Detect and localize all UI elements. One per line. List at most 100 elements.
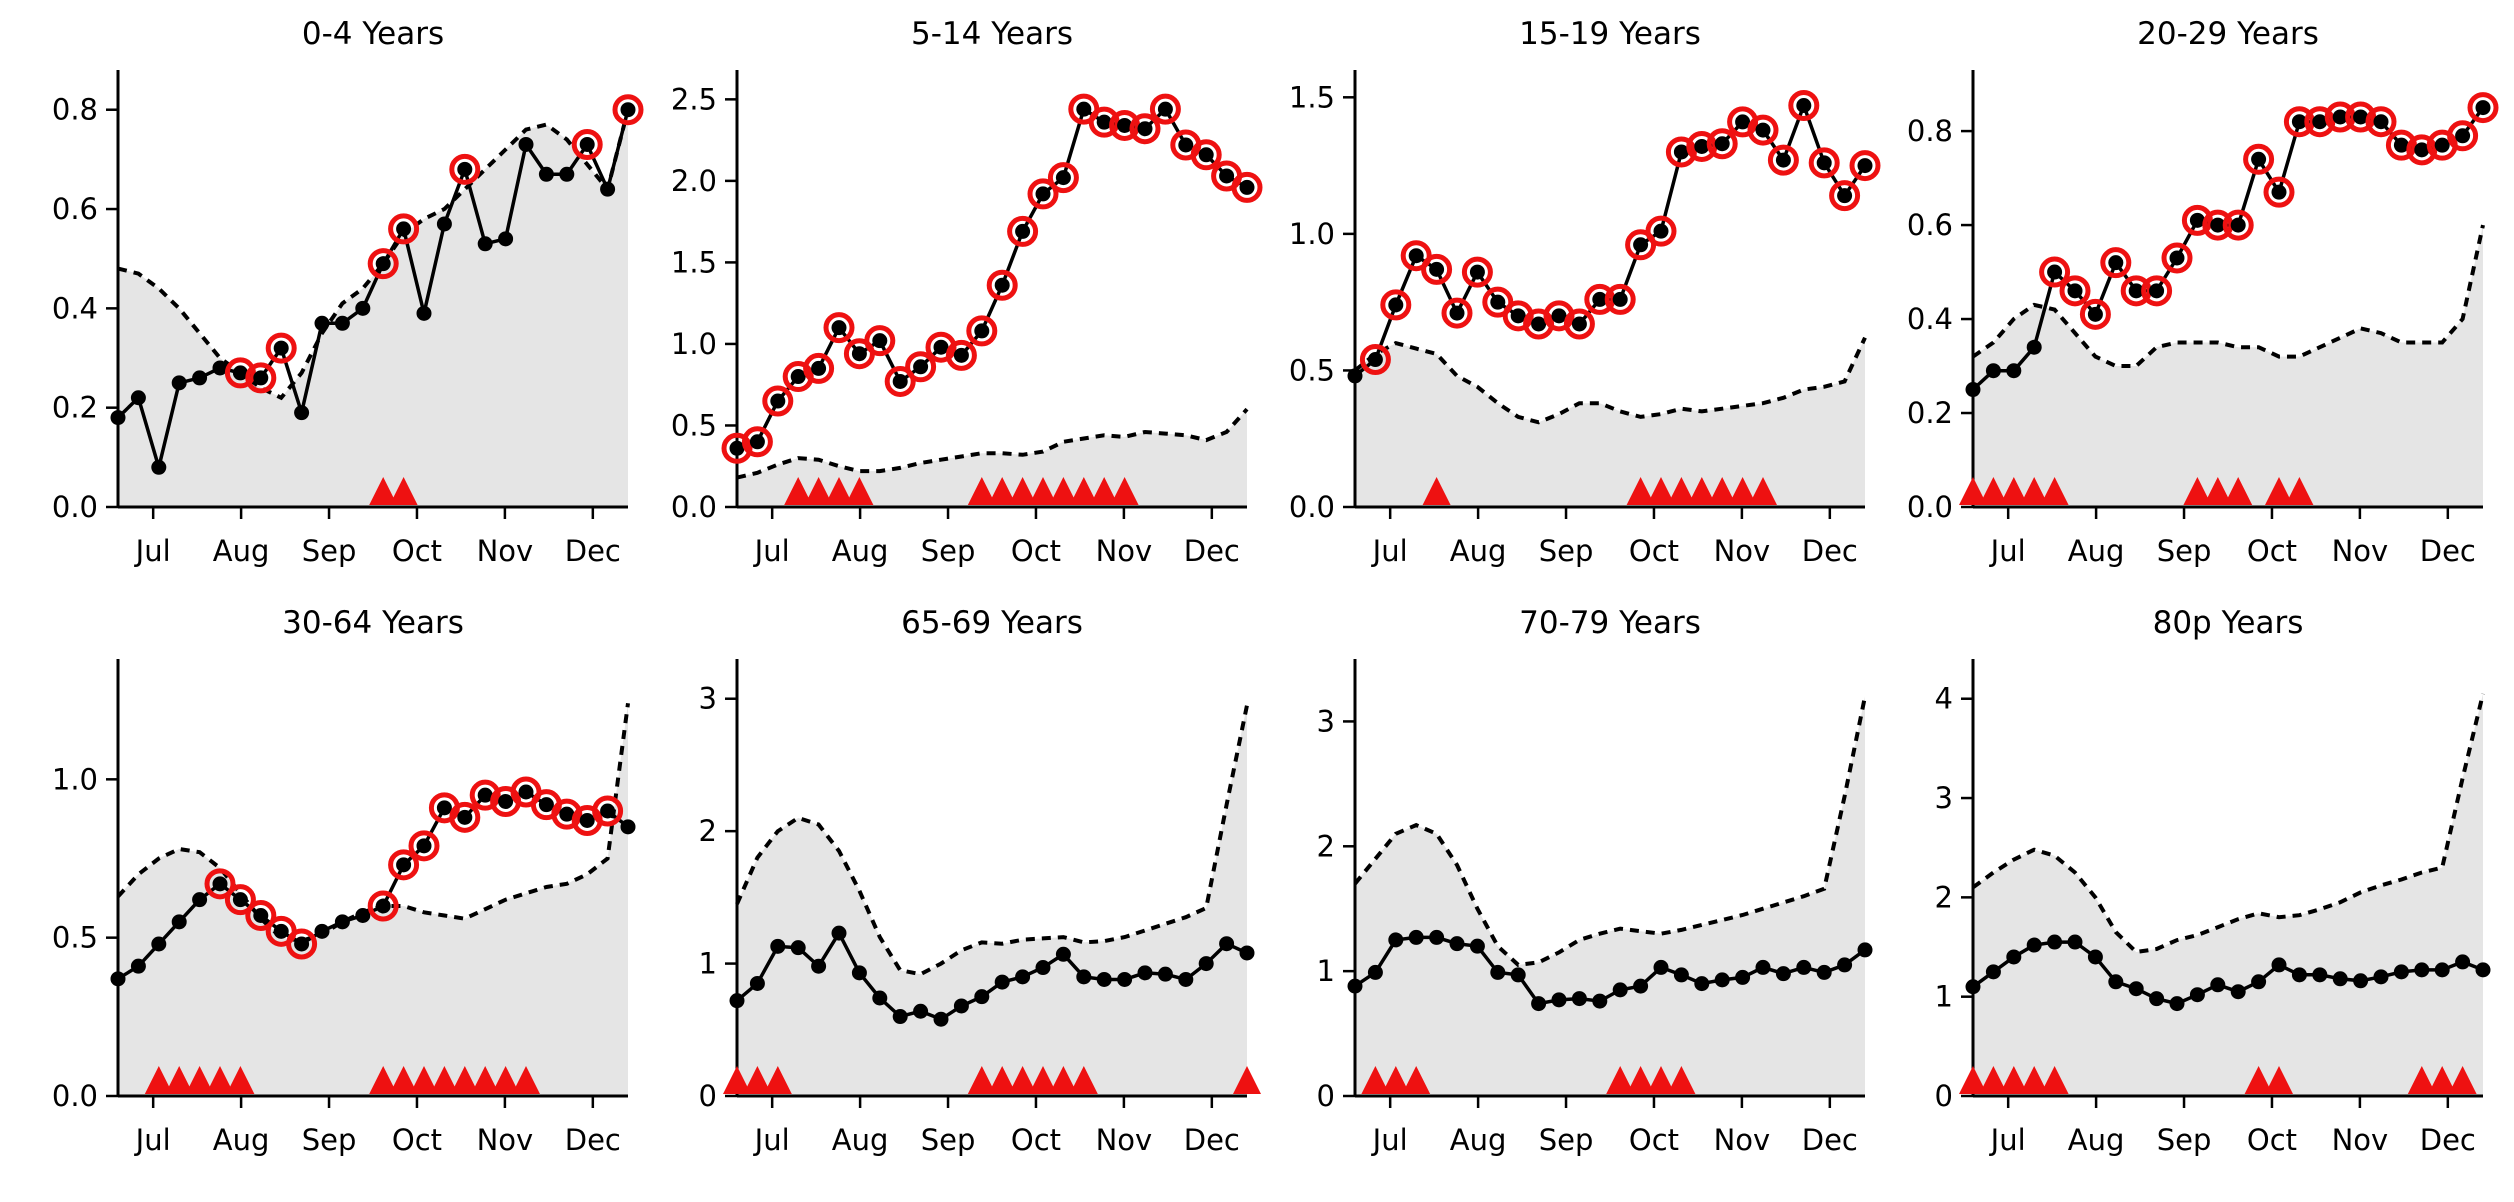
x-tick-label: Aug: [832, 1123, 889, 1157]
data-point: [1612, 291, 1628, 307]
highlight-ring: [945, 339, 977, 371]
data-point: [416, 305, 432, 321]
x-tick-label: Oct: [1011, 534, 1061, 568]
data-point: [1633, 978, 1649, 994]
highlight-ring: [551, 798, 583, 830]
x-tick-label: Sep: [302, 534, 357, 568]
panel-65-69-years: 65-69 Years 0 1 2 3 Jul Aug Sep Oct Nov Dec: [699, 605, 1261, 1157]
highlight-ring: [469, 779, 501, 811]
alert-triangle: [1233, 1066, 1261, 1094]
data-point: [130, 958, 146, 974]
data-point: [1178, 971, 1194, 987]
alert-triangle: [1008, 477, 1037, 505]
x-tick-label: Nov: [2332, 1123, 2389, 1157]
data-point: [1469, 938, 1485, 954]
data-point: [974, 323, 990, 339]
x-tick-label: Oct: [1011, 1123, 1061, 1157]
x-tick-label: Jul: [134, 1123, 171, 1157]
data-point: [538, 797, 554, 813]
alert-triangle: [1667, 477, 1696, 505]
highlight-ring: [1563, 308, 1595, 340]
data-point: [851, 346, 867, 362]
alert-triangle: [2040, 477, 2069, 505]
panel-title: 5-14 Years: [911, 16, 1073, 52]
data-point: [1367, 352, 1383, 368]
data-point: [2353, 973, 2369, 989]
data-point: [1612, 982, 1628, 998]
alert-triangle: [1979, 477, 2008, 505]
x-tick-label: Sep: [921, 1123, 976, 1157]
data-point: [416, 838, 432, 854]
data-point: [811, 958, 827, 974]
highlight-ring: [2304, 106, 2336, 138]
highlight-ring: [1849, 150, 1881, 182]
y-tick-label: 1.0: [52, 762, 98, 796]
data-point: [1775, 966, 1791, 982]
data-point: [232, 365, 248, 381]
data-point: [2251, 974, 2267, 990]
data-point: [314, 923, 330, 939]
x-tick-label: Aug: [1450, 1123, 1507, 1157]
data-point: [933, 339, 949, 355]
x-tick-label: Dec: [2420, 1123, 2476, 1157]
alert-triangle: [226, 1066, 255, 1094]
data-point: [2312, 967, 2328, 983]
data-point: [1490, 294, 1506, 310]
highlight-ring: [762, 385, 794, 417]
x-tick-label: Sep: [2157, 1123, 2212, 1157]
data-point: [851, 965, 867, 981]
data-point: [1653, 959, 1669, 975]
alert-triangle: [723, 1066, 751, 1094]
data-point: [1857, 942, 1873, 958]
x-tick-label: Jul: [1989, 534, 2026, 568]
y-tick-label: 0.2: [1907, 396, 1953, 430]
panel-title: 70-79 Years: [1519, 605, 1701, 641]
data-point: [831, 925, 847, 941]
alert-triangle: [1667, 1066, 1696, 1094]
data-point: [2393, 137, 2409, 153]
data-point: [1408, 929, 1424, 945]
data-point: [232, 892, 248, 908]
data-point: [1469, 264, 1485, 280]
data-point: [790, 940, 806, 956]
highlight-ring: [1441, 297, 1473, 329]
highlight-ring: [1482, 286, 1514, 318]
highlight-ring: [2447, 120, 2479, 152]
alert-triangle: [1381, 1066, 1410, 1094]
data-point: [1096, 114, 1112, 130]
threshold-band: [1355, 337, 1865, 507]
highlight-ring: [2181, 204, 2213, 236]
data-point: [457, 809, 473, 825]
highlight-ring: [2161, 242, 2193, 274]
data-point: [1816, 964, 1832, 980]
highlight-ring: [1767, 144, 1799, 176]
alert-triangle: [1090, 477, 1119, 505]
y-tick-label: 1: [1317, 954, 1335, 988]
panel-title: 65-69 Years: [901, 605, 1083, 641]
data-point: [620, 819, 636, 835]
threshold-band: [118, 703, 628, 1096]
highlight-ring: [1788, 90, 1820, 122]
data-point: [2475, 100, 2491, 116]
y-tick-label: 1: [1935, 980, 1953, 1014]
threshold-line: [735, 704, 1249, 977]
data-point: [1198, 147, 1214, 163]
data-point: [355, 908, 371, 923]
data-point: [1837, 957, 1853, 973]
highlight-ring: [2079, 298, 2111, 330]
threshold-band: [737, 409, 1247, 507]
data-point: [314, 315, 330, 331]
highlight-ring: [2385, 129, 2417, 161]
data-point: [2434, 962, 2450, 978]
data-point: [2271, 957, 2287, 973]
alert-triangle: [2020, 1066, 2049, 1094]
data-point: [1137, 121, 1153, 137]
alert-triangle: [389, 1066, 418, 1094]
highlight-ring: [1149, 93, 1181, 125]
threshold-line: [1971, 224, 2485, 368]
alert-triangle: [1647, 477, 1675, 505]
alert-triangle: [2020, 477, 2049, 505]
data-point: [192, 370, 208, 386]
alert-triangle: [804, 477, 833, 505]
